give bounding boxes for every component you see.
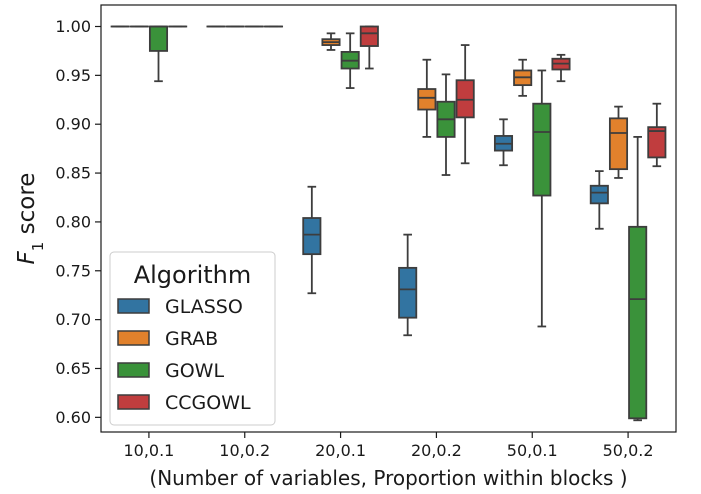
legend: Algorithm GLASSO GRAB GOWL CCGOWL	[109, 251, 276, 426]
x-tick-label: 20,0.1	[315, 441, 366, 460]
legend-title: Algorithm	[134, 261, 252, 289]
plot-area	[110, 25, 667, 422]
y-tick-label: 1.00	[55, 17, 91, 36]
legend-swatch-gowl	[117, 362, 150, 378]
series-grab	[129, 25, 629, 179]
y-tick-label: 0.95	[55, 66, 91, 85]
y-tick-label: 0.70	[55, 310, 91, 329]
x-tick-label: 20,0.2	[411, 441, 462, 460]
box	[417, 88, 437, 111]
series-gowl	[148, 25, 648, 422]
box	[359, 25, 379, 47]
plot-frame	[100, 4, 677, 433]
x-axis: 10,0.1 10,0.2 20,0.1 20,0.2 50,0.1 50,0.2	[123, 432, 654, 460]
box	[148, 25, 169, 52]
x-tick-label: 50,0.2	[603, 441, 654, 460]
legend-label-gowl: GOWL	[165, 360, 224, 382]
y-tick-label: 0.75	[55, 261, 91, 280]
series-ccgowl	[168, 25, 667, 168]
series-glasso	[110, 25, 609, 337]
y-axis: 1.00 0.95 0.90 0.85 0.80 0.75 0.70 0.65 0.60	[55, 17, 101, 427]
legend-label-grab: GRAB	[165, 328, 218, 350]
legend-frame	[109, 251, 276, 426]
legend-label-glasso: GLASSO	[165, 296, 243, 318]
legend-swatch-ccgowl	[117, 394, 150, 410]
box	[532, 102, 552, 197]
x-tick-label: 10,0.1	[123, 441, 174, 460]
y-axis-label-sub: 1	[29, 242, 47, 252]
y-tick-label: 0.85	[55, 164, 91, 183]
y-tick-label: 0.60	[55, 408, 91, 427]
x-tick-label: 50,0.1	[507, 441, 558, 460]
y-axis-label-main: F	[14, 250, 40, 264]
y-axis-label: F1 score	[14, 173, 47, 265]
box	[455, 79, 475, 119]
box	[302, 217, 322, 256]
box	[647, 126, 667, 159]
box	[628, 225, 648, 420]
box	[589, 184, 609, 205]
x-tick-label: 10,0.2	[219, 441, 270, 460]
y-tick-label: 0.80	[55, 212, 91, 231]
y-tick-label: 0.90	[55, 115, 91, 134]
legend-label-ccgowl: CCGOWL	[165, 392, 251, 414]
legend-swatch-glasso	[117, 298, 150, 314]
x-axis-label: (Number of variables, Proportion within …	[149, 466, 627, 490]
y-tick-label: 0.65	[55, 359, 91, 378]
y-axis-label-rest: score	[14, 173, 40, 242]
legend-swatch-grab	[117, 330, 150, 346]
box	[398, 266, 418, 319]
box	[608, 117, 629, 171]
